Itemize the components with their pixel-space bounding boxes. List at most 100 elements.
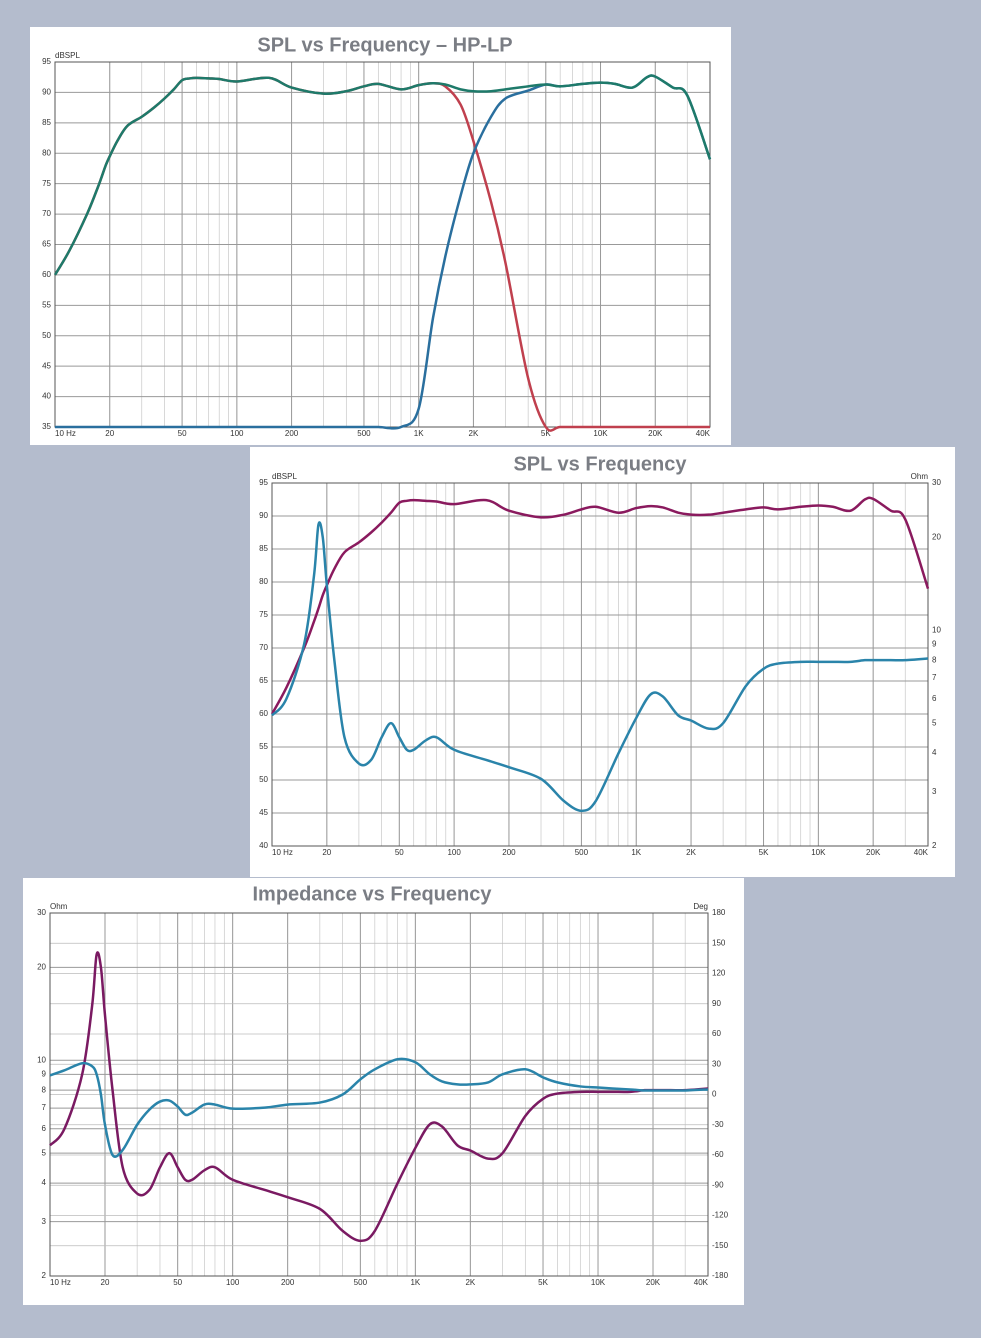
chart-title: SPL vs Frequency – HP-LP	[257, 34, 512, 56]
x-tick-label: 5K	[541, 429, 551, 438]
y2-tick-label: -180	[712, 1271, 729, 1280]
series-line	[270, 496, 930, 715]
x-tick-label: 10 Hz	[50, 1278, 71, 1287]
y-tick-label: 85	[259, 544, 268, 553]
y-tick-label: 65	[42, 240, 51, 249]
x-tick-label: 50	[173, 1278, 182, 1287]
y-tick-label: 60	[42, 270, 51, 279]
y-tick-label: 85	[42, 118, 51, 127]
y-tick-label: 9	[42, 1069, 47, 1078]
y2-tick-label: 0	[712, 1090, 717, 1099]
x-tick-label: 10 Hz	[55, 429, 76, 438]
x-tick-label: 200	[281, 1278, 295, 1287]
x-tick-label: 20K	[648, 429, 663, 438]
x-tick-label: 40K	[694, 1278, 709, 1287]
y-tick-label: 4	[42, 1178, 47, 1187]
y-tick-label: 75	[259, 610, 268, 619]
panel	[30, 27, 731, 445]
series-line	[53, 74, 712, 276]
y2-tick-label: 2	[932, 841, 937, 850]
x-tick-label: 40K	[696, 429, 711, 438]
chart-title: SPL vs Frequency	[513, 453, 687, 475]
y-tick-label: 35	[42, 422, 51, 431]
x-tick-label: 20	[322, 848, 331, 857]
y-tick-label: 2	[42, 1271, 47, 1280]
y-tick-label: 20	[37, 962, 46, 971]
y2-tick-label: 30	[712, 1059, 721, 1068]
x-tick-label: 5K	[759, 848, 769, 857]
y2-tick-label: 150	[712, 938, 726, 947]
y2-tick-label: 20	[932, 532, 941, 541]
y-tick-label: 40	[42, 392, 51, 401]
x-tick-label: 100	[447, 848, 461, 857]
y-tick-label: 55	[259, 742, 268, 751]
y-tick-label: 50	[42, 331, 51, 340]
y2-tick-label: 6	[932, 694, 937, 703]
y2-tick-label: -150	[712, 1241, 729, 1250]
y-axis-label: dBSPL	[55, 51, 80, 60]
y-tick-label: 80	[259, 577, 268, 586]
plot-frame	[49, 912, 709, 1277]
y2-tick-label: -60	[712, 1150, 724, 1159]
y-tick-label: 80	[42, 148, 51, 157]
y-tick-label: 55	[42, 300, 51, 309]
x-tick-label: 100	[226, 1278, 240, 1287]
x-tick-label: 50	[178, 429, 187, 438]
y-tick-label: 90	[259, 511, 268, 520]
x-tick-label: 2K	[465, 1278, 475, 1287]
y2-tick-label: 10	[932, 625, 941, 634]
x-tick-label: 20K	[646, 1278, 661, 1287]
plot-frame	[271, 482, 929, 847]
x-tick-label: 10 Hz	[272, 848, 293, 857]
y2-tick-label: 5	[932, 718, 937, 727]
x-tick-label: 2K	[686, 848, 696, 857]
x-tick-label: 200	[502, 848, 516, 857]
y-tick-label: 65	[259, 676, 268, 685]
y2-tick-label: 120	[712, 969, 726, 978]
y2-tick-label: -120	[712, 1211, 729, 1220]
x-tick-label: 1K	[414, 429, 424, 438]
x-tick-label: 5K	[538, 1278, 548, 1287]
y-tick-label: 95	[42, 57, 51, 66]
y-tick-label: 60	[259, 709, 268, 718]
y2-tick-label: 30	[932, 478, 941, 487]
x-tick-label: 1K	[410, 1278, 420, 1287]
series-line	[49, 1057, 709, 1158]
x-tick-label: 2K	[469, 429, 479, 438]
x-tick-label: 10K	[593, 429, 608, 438]
x-tick-label: 10K	[811, 848, 826, 857]
x-tick-label: 10K	[591, 1278, 606, 1287]
x-tick-label: 500	[354, 1278, 368, 1287]
series-line	[49, 951, 709, 1243]
y-tick-label: 5	[42, 1148, 47, 1157]
y-tick-label: 7	[42, 1103, 47, 1112]
y-tick-label: 45	[259, 808, 268, 817]
y-tick-label: 75	[42, 179, 51, 188]
y2-tick-label: 60	[712, 1029, 721, 1038]
series-line	[271, 521, 929, 813]
y2-tick-label: 8	[932, 655, 937, 664]
x-tick-label: 20	[105, 429, 114, 438]
y2-tick-label: -30	[712, 1120, 724, 1129]
y-tick-label: 45	[42, 361, 51, 370]
x-tick-label: 500	[357, 429, 371, 438]
y2-axis-label: Ohm	[911, 472, 929, 481]
y-tick-label: 6	[42, 1124, 47, 1133]
y-tick-label: 50	[259, 775, 268, 784]
y-tick-label: 70	[259, 643, 268, 652]
y2-tick-label: 3	[932, 787, 937, 796]
y-tick-label: 3	[42, 1217, 47, 1226]
x-tick-label: 1K	[631, 848, 641, 857]
y-tick-label: 10	[37, 1055, 46, 1064]
x-tick-label: 50	[395, 848, 404, 857]
y-axis-label: dBSPL	[272, 472, 297, 481]
y2-tick-label: 90	[712, 999, 721, 1008]
y2-tick-label: 4	[932, 748, 937, 757]
y2-tick-label: 9	[932, 639, 937, 648]
y2-tick-label: 180	[712, 908, 726, 917]
y-tick-label: 30	[37, 908, 46, 917]
y2-tick-label: 7	[932, 673, 937, 682]
x-tick-label: 200	[285, 429, 299, 438]
x-tick-label: 40K	[914, 848, 929, 857]
